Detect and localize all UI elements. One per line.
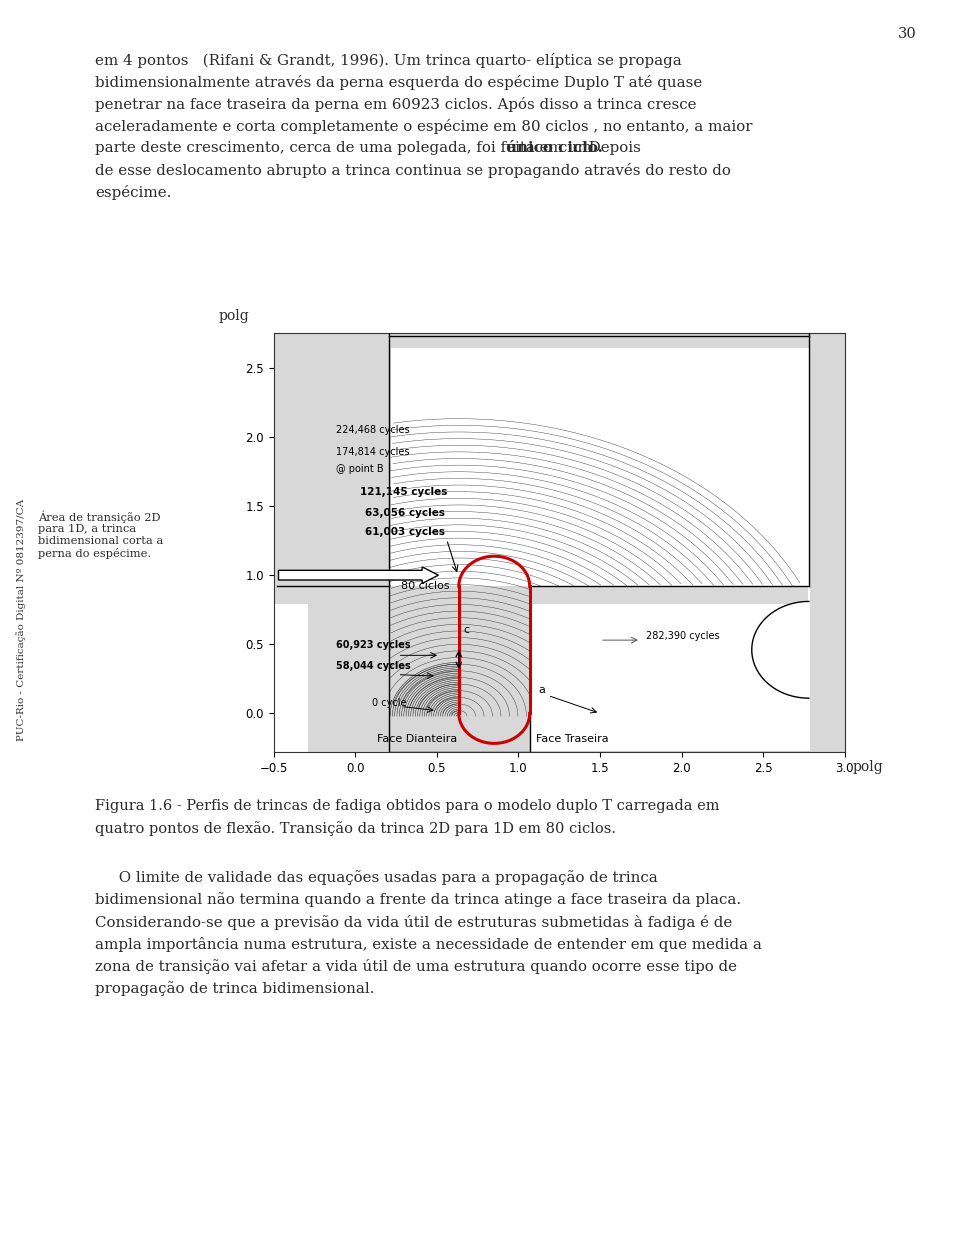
Text: 282,390 cycles: 282,390 cycles — [646, 631, 719, 641]
Text: 121,145 cycles: 121,145 cycles — [360, 487, 447, 497]
Text: polg: polg — [852, 760, 883, 774]
Text: espécime.: espécime. — [95, 185, 172, 199]
Bar — [532, 605, 809, 752]
Text: O limite de validade das equações usadas para a propagação de trinca: O limite de validade das equações usadas… — [95, 871, 658, 886]
Text: 174,814 cycles: 174,814 cycles — [336, 447, 409, 457]
Text: 0 cycle: 0 cycle — [372, 699, 406, 709]
Text: c: c — [463, 626, 469, 636]
Text: 63,056 cycles: 63,056 cycles — [365, 508, 445, 518]
Bar — [391, 348, 809, 586]
Text: parte deste crescimento, cerca de uma polegada, foi feita em um: parte deste crescimento, cerca de uma po… — [95, 141, 596, 155]
Text: bidimensional não termina quando a frente da trinca atinge a face traseira da pl: bidimensional não termina quando a frent… — [95, 892, 741, 907]
Polygon shape — [752, 586, 809, 752]
Bar — [274, 605, 308, 752]
Text: propagação de trinca bidimensional.: propagação de trinca bidimensional. — [95, 981, 374, 996]
FancyArrow shape — [278, 567, 439, 584]
Text: polg: polg — [219, 310, 250, 323]
Text: bidimensionalmente através da perna esquerda do espécime Duplo T até quase: bidimensionalmente através da perna esqu… — [95, 74, 703, 89]
Text: Depois: Depois — [584, 141, 640, 155]
Text: quatro pontos de flexão. Transição da trinca 2D para 1D em 80 ciclos.: quatro pontos de flexão. Transição da tr… — [95, 821, 616, 836]
Text: 58,044 cycles: 58,044 cycles — [336, 662, 410, 672]
Text: zona de transição vai afetar a vida útil de uma estrutura quando ocorre esse tip: zona de transição vai afetar a vida útil… — [95, 959, 737, 974]
Text: de esse deslocamento abrupto a trinca continua se propagando através do resto do: de esse deslocamento abrupto a trinca co… — [95, 164, 731, 178]
Text: @ point B: @ point B — [336, 463, 383, 473]
Text: ampla importância numa estrutura, existe a necessidade de entender em que medida: ampla importância numa estrutura, existe… — [95, 937, 762, 952]
Text: Figura 1.6 - Perfis de trincas de fadiga obtidos para o modelo duplo T carregada: Figura 1.6 - Perfis de trincas de fadiga… — [95, 799, 720, 813]
Text: Face Traseira: Face Traseira — [536, 735, 609, 745]
Text: penetrar na face traseira da perna em 60923 ciclos. Após disso a trinca cresce: penetrar na face traseira da perna em 60… — [95, 97, 697, 112]
Text: 61,003 cycles: 61,003 cycles — [365, 527, 445, 536]
Text: 60,923 cycles: 60,923 cycles — [336, 641, 410, 650]
Text: aceleradamente e corta completamente o espécime em 80 ciclos , no entanto, a mai: aceleradamente e corta completamente o e… — [95, 119, 753, 134]
Text: 80 ciclos: 80 ciclos — [401, 581, 449, 591]
Text: 224,468 cycles: 224,468 cycles — [336, 425, 409, 435]
Text: a: a — [538, 685, 545, 695]
Text: Área de transição 2D
para 1D, a trinca
bidimensional corta a
perna do espécime.: Área de transição 2D para 1D, a trinca b… — [38, 510, 163, 559]
Text: PUC-Rio - Certificação Digital Nº 0812397/CA: PUC-Rio - Certificação Digital Nº 081239… — [16, 498, 26, 741]
Text: em 4 pontos   (Rifani & Grandt, 1996). Um trinca quarto- elíptica se propaga: em 4 pontos (Rifani & Grandt, 1996). Um … — [95, 53, 682, 68]
Text: único ciclo.: único ciclo. — [507, 141, 603, 155]
Text: Considerando-se que a previsão da vida útil de estruturas submetidas à fadiga é : Considerando-se que a previsão da vida ú… — [95, 914, 732, 929]
Text: Face Dianteira: Face Dianteira — [377, 735, 457, 745]
Text: 30: 30 — [898, 27, 917, 41]
